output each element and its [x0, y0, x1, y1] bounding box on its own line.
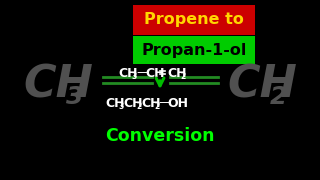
Text: CH: CH — [141, 96, 161, 109]
Text: CH: CH — [145, 66, 164, 80]
Text: CH: CH — [227, 64, 297, 107]
Text: CH: CH — [105, 96, 124, 109]
Text: 2: 2 — [137, 102, 142, 111]
Text: CH: CH — [123, 96, 142, 109]
Text: 2: 2 — [180, 71, 185, 80]
Text: CH: CH — [167, 66, 187, 80]
Text: Conversion: Conversion — [105, 127, 215, 145]
FancyBboxPatch shape — [133, 5, 255, 35]
Text: Propene to: Propene to — [144, 12, 244, 26]
Text: 3: 3 — [132, 71, 137, 80]
Text: 2: 2 — [155, 102, 160, 111]
Text: 3: 3 — [66, 85, 84, 109]
Text: 3: 3 — [118, 102, 124, 111]
Text: OH: OH — [167, 96, 188, 109]
Text: CH: CH — [23, 64, 93, 107]
Text: CH: CH — [118, 66, 138, 80]
Text: —: — — [136, 66, 148, 80]
Text: Propan-1-ol: Propan-1-ol — [141, 42, 247, 57]
Text: 2: 2 — [269, 85, 287, 109]
FancyBboxPatch shape — [133, 36, 255, 64]
Text: —: — — [158, 96, 171, 109]
